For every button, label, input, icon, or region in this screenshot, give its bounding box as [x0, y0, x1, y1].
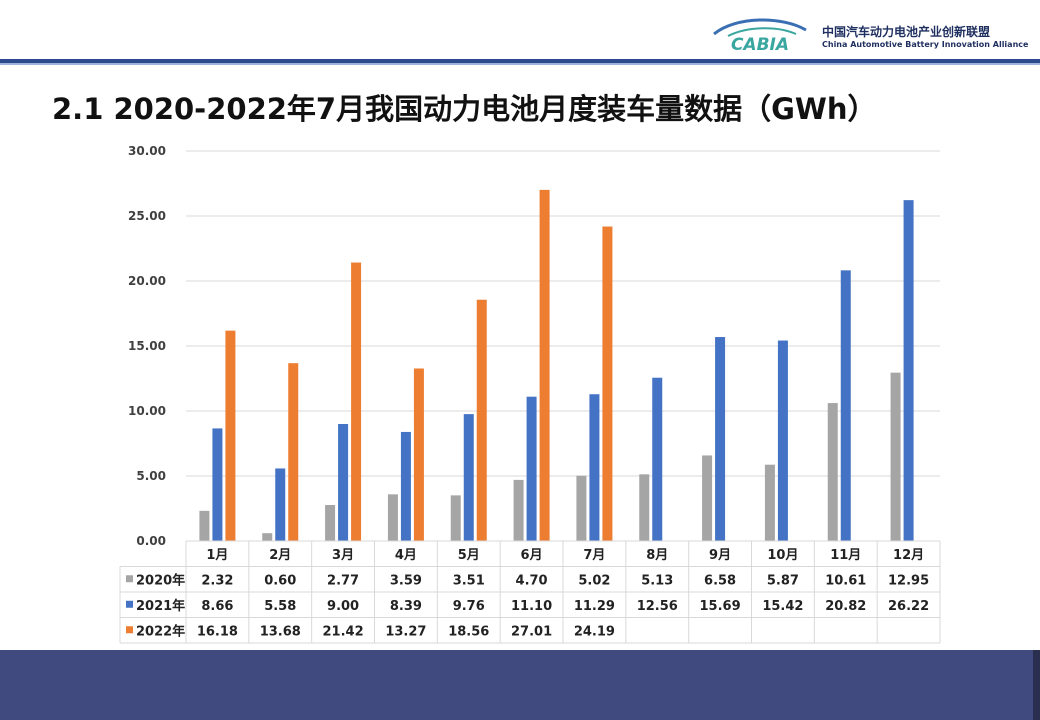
- x-tick-label: 6月: [521, 548, 543, 563]
- data-label: 11.29: [574, 599, 615, 614]
- bar-2022年-7月: [602, 226, 613, 541]
- data-label: 13.68: [260, 624, 301, 639]
- y-tick-label: 25.00: [128, 209, 166, 223]
- data-label: 5.02: [578, 573, 610, 588]
- data-label: 12.56: [637, 599, 678, 614]
- y-tick-label: 0.00: [136, 534, 166, 548]
- x-tick-label: 9月: [709, 548, 731, 563]
- bar-2021年-3月: [338, 424, 349, 541]
- data-label: 8.39: [390, 599, 422, 614]
- org-name-en: China Automotive Battery Innovation Alli…: [822, 40, 1029, 49]
- data-label: 16.18: [197, 624, 238, 639]
- bar-2022年-2月: [288, 363, 299, 541]
- x-tick-label: 4月: [395, 548, 417, 563]
- cabia-logo-mark: CABIA: [713, 18, 807, 54]
- data-label: 6.58: [704, 573, 736, 588]
- x-tick-label: 12月: [893, 548, 924, 563]
- org-name-cn: 中国汽车动力电池产业创新联盟: [822, 25, 991, 39]
- bar-2022年-5月: [476, 299, 487, 541]
- x-tick-label: 3月: [332, 548, 354, 563]
- footer-edge: [1033, 650, 1040, 720]
- bar-2020年-4月: [387, 494, 398, 541]
- slide-title: 2.1 2020-2022年7月我国动力电池月度装车量数据（GWh）: [52, 92, 877, 126]
- data-label: 13.27: [385, 624, 426, 639]
- data-label: 2.32: [201, 573, 233, 588]
- logo-wordmark: CABIA: [731, 35, 789, 54]
- data-label: 18.56: [448, 624, 489, 639]
- x-tick-label: 2月: [269, 548, 291, 563]
- bar-2020年-8月: [639, 474, 650, 541]
- data-label: 26.22: [888, 599, 929, 614]
- bar-2021年-8月: [652, 377, 663, 541]
- x-tick-label: 1月: [206, 548, 228, 563]
- legend-swatch-2021年: [126, 600, 133, 608]
- bar-2022年-6月: [539, 189, 550, 541]
- bar-2020年-7月: [576, 475, 587, 541]
- bar-2022年-1月: [225, 330, 236, 541]
- bar-chart: 0.00 5.00 10.00 15.00 20.00 25.00 30.00 1月 2月 3月 4…: [119, 144, 941, 644]
- data-label: 20.82: [825, 599, 866, 614]
- x-tick-label: 10月: [767, 548, 798, 563]
- data-label: 24.19: [574, 624, 615, 639]
- bar-2021年-12月: [903, 200, 914, 541]
- data-label: 15.69: [700, 599, 741, 614]
- x-tick-label: 7月: [583, 548, 605, 563]
- bar-2021年-11月: [840, 270, 851, 541]
- data-label: 12.95: [888, 573, 929, 588]
- x-tick-label: 8月: [646, 548, 668, 563]
- bar-2020年-9月: [702, 455, 713, 541]
- y-tick-label: 20.00: [128, 274, 166, 288]
- data-label: 4.70: [516, 573, 548, 588]
- data-label: 2.77: [327, 573, 359, 588]
- data-label: 15.42: [762, 599, 803, 614]
- cabia-logo: CABIA 中国汽车动力电池产业创新联盟 China Automotive Ba…: [708, 14, 1028, 54]
- data-label: 5.13: [641, 573, 673, 588]
- y-tick-label: 5.00: [136, 469, 166, 483]
- footer-band: [0, 650, 1040, 720]
- bar-2021年-10月: [777, 340, 788, 541]
- data-label: 8.66: [201, 599, 233, 614]
- data-label: 5.58: [264, 599, 296, 614]
- bar-2020年-11月: [827, 403, 838, 541]
- legend-label: 2022年: [136, 623, 185, 639]
- bar-2020年-10月: [764, 464, 775, 541]
- header-rule: [0, 59, 1040, 63]
- legend-label: 2020年: [136, 572, 185, 588]
- bar-2021年-4月: [400, 431, 411, 541]
- data-label: 9.00: [327, 599, 359, 614]
- bar-2021年-1月: [212, 428, 223, 541]
- legend-label: 2021年: [136, 598, 185, 614]
- data-label: 3.51: [453, 573, 485, 588]
- bar-2020年-12月: [890, 372, 901, 541]
- bar-2020年-2月: [262, 533, 273, 541]
- bar-2020年-6月: [513, 479, 524, 541]
- bar-2020年-1月: [199, 510, 210, 541]
- y-tick-label: 15.00: [128, 339, 166, 353]
- bar-2022年-3月: [351, 262, 362, 541]
- bar-2021年-7月: [589, 394, 600, 541]
- data-label: 5.87: [767, 573, 799, 588]
- data-label: 21.42: [323, 624, 364, 639]
- bar-2021年-9月: [715, 337, 726, 541]
- bar-2020年-5月: [450, 495, 461, 541]
- data-label: 27.01: [511, 624, 552, 639]
- bar-2020年-3月: [325, 504, 336, 541]
- data-label: 3.59: [390, 573, 422, 588]
- y-tick-label: 30.00: [128, 144, 166, 158]
- y-tick-label: 10.00: [128, 404, 166, 418]
- bar-2021年-5月: [463, 414, 474, 541]
- legend-swatch-2020年: [126, 575, 133, 583]
- data-label: 11.10: [511, 599, 552, 614]
- legend-swatch-2022年: [126, 626, 133, 634]
- data-label: 9.76: [453, 599, 485, 614]
- x-tick-label: 11月: [830, 548, 861, 563]
- bar-2021年-6月: [526, 396, 537, 541]
- data-label: 10.61: [825, 573, 866, 588]
- data-label: 0.60: [264, 573, 296, 588]
- x-tick-label: 5月: [458, 548, 480, 563]
- bar-2021年-2月: [275, 468, 286, 541]
- bar-2022年-4月: [413, 368, 424, 541]
- header-rule-accent: [0, 63, 1040, 65]
